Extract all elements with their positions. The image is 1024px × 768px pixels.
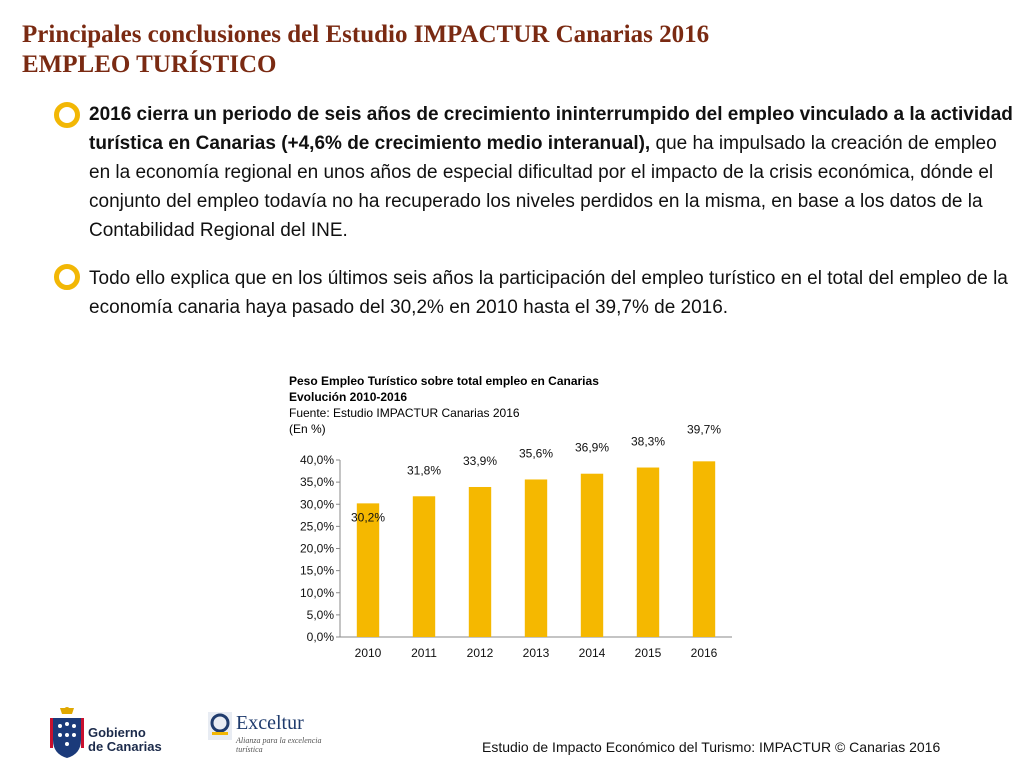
data-label: 30,2% [351,510,385,524]
data-label: 39,7% [687,422,721,436]
paragraph-1: 2016 cierra un periodo de seis años de c… [89,100,1014,245]
y-tick-label: 10,0% [300,586,334,600]
footer-caption: Estudio de Impacto Económico del Turismo… [482,739,941,755]
data-label: 38,3% [631,435,665,449]
y-tick-label: 20,0% [300,542,334,556]
y-tick-label: 30,0% [300,497,334,511]
data-label: 31,8% [407,463,441,477]
y-tick-label: 15,0% [300,564,334,578]
bar [356,503,380,637]
y-tick-label: 40,0% [300,453,334,467]
page-subtitle: EMPLEO TURÍSTICO [22,51,277,78]
bar [636,467,660,637]
exceltur-mark-icon [208,712,232,740]
chart-source: Fuente: Estudio IMPACTUR Canarias 2016 [289,406,520,420]
paragraph-2: Todo ello explica que en los últimos sei… [89,264,1014,322]
x-tick-label: 2016 [691,646,718,660]
bullet-ring-icon [52,262,86,296]
paragraph-2-text: Todo ello explica que en los últimos sei… [89,268,1008,318]
bullet-ring-icon [52,100,86,134]
chart-header: Peso Empleo Turístico sobre total empleo… [289,373,599,437]
x-tick-label: 2012 [467,646,494,660]
chart-title: Peso Empleo Turístico sobre total empleo… [289,374,599,388]
gobierno-canarias-logo: Gobierno de Canarias [50,706,210,762]
exceltur-name: Exceltur [236,712,304,734]
exceltur-tagline: Alianza para la excelencia turística [236,736,322,754]
gobierno-canarias-text: Gobierno de Canarias [88,726,162,754]
data-label: 33,9% [463,454,497,468]
y-tick-label: 5,0% [307,608,335,622]
exceltur-logo: Exceltur Alianza para la excelencia turí… [208,712,328,764]
paragraph-1-text: que ha impulsado la creación de empleo e… [89,133,997,241]
paragraph-1-bold: 2016 cierra un periodo de seis años de c… [89,104,1013,154]
bar [692,461,716,637]
bar [580,473,604,637]
y-tick-label: 25,0% [300,519,334,533]
x-tick-label: 2014 [579,646,606,660]
gobierno-line-2: de Canarias [88,739,162,754]
x-tick-label: 2013 [523,646,550,660]
title-block: Principales conclusiones del Estudio IMP… [22,20,709,80]
bar [412,496,436,637]
canarias-shield-icon [50,707,84,758]
chart-subtitle: Evolución 2010-2016 [289,390,408,404]
employment-share-bar-chart: 0,0% 5,0% 10,0% 15,0% 20,0% 25,0% 30,0% 35,0% 40… [300,422,732,660]
y-tick-label: 35,0% [300,475,334,489]
gobierno-line-1: Gobierno [88,725,146,740]
data-label: 36,9% [575,441,609,455]
page-title: Principales conclusiones del Estudio IMP… [22,21,710,48]
x-tick-label: 2011 [411,646,437,660]
x-tick-label: 2015 [635,646,662,660]
chart-unit: (En %) [289,422,326,436]
data-label: 35,6% [519,446,553,460]
y-tick-label: 0,0% [307,630,335,644]
x-tick-label: 2010 [355,646,382,660]
bar [524,479,548,637]
bar [468,486,492,637]
